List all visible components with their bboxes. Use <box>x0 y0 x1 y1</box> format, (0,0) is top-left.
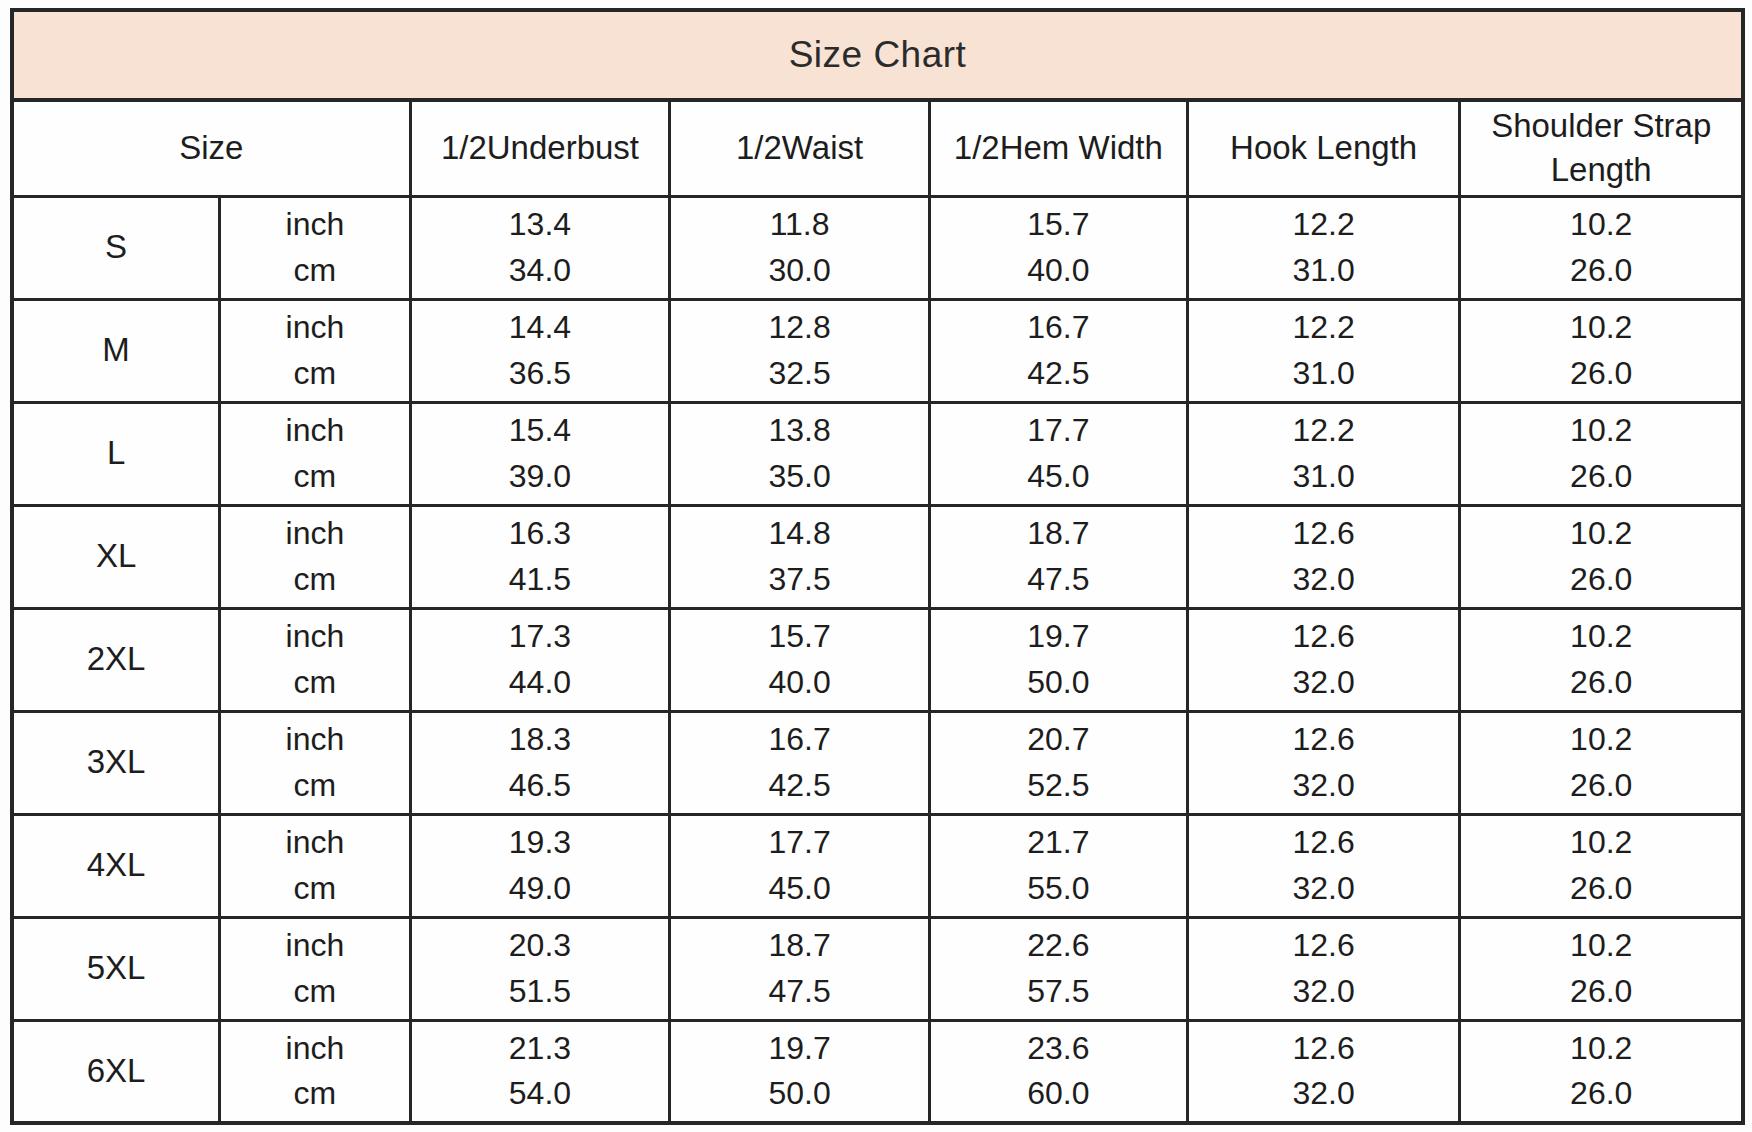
unit-labels: inchcm <box>220 608 410 711</box>
shoulder-strap-values: 10.226.0 <box>1460 711 1743 814</box>
underbust-values: 20.351.5 <box>410 917 670 1020</box>
waist-values: 14.837.5 <box>670 505 930 608</box>
column-header-hook-length: Hook Length <box>1187 100 1460 196</box>
column-header-hem-width: 1/2Hem Width <box>929 100 1187 196</box>
hem-width-values: 17.745.0 <box>929 402 1187 505</box>
underbust-values: 13.434.0 <box>410 196 670 299</box>
shoulder-strap-values: 10.226.0 <box>1460 917 1743 1020</box>
hem-width-values: 16.742.5 <box>929 299 1187 402</box>
shoulder-strap-values: 10.226.0 <box>1460 299 1743 402</box>
column-header-shoulder-strap: Shoulder Strap Length <box>1460 100 1743 196</box>
shoulder-strap-values: 10.226.0 <box>1460 814 1743 917</box>
hem-width-values: 19.750.0 <box>929 608 1187 711</box>
column-header-waist: 1/2Waist <box>670 100 930 196</box>
size-label: L <box>12 402 220 505</box>
table-row: 5XL inchcm 20.351.5 18.747.5 22.657.5 12… <box>12 917 1743 1020</box>
hem-width-values: 23.660.0 <box>929 1020 1187 1123</box>
waist-values: 12.832.5 <box>670 299 930 402</box>
hem-width-values: 22.657.5 <box>929 917 1187 1020</box>
title-row: Size Chart <box>12 10 1743 100</box>
hook-length-values: 12.632.0 <box>1187 711 1460 814</box>
shoulder-strap-values: 10.226.0 <box>1460 402 1743 505</box>
size-label: 5XL <box>12 917 220 1020</box>
unit-labels: inchcm <box>220 917 410 1020</box>
table-row: S inchcm 13.434.0 11.830.0 15.740.0 12.2… <box>12 196 1743 299</box>
table-row: L inchcm 15.439.0 13.835.0 17.745.0 12.2… <box>12 402 1743 505</box>
unit-labels: inchcm <box>220 1020 410 1123</box>
unit-labels: inchcm <box>220 402 410 505</box>
hem-width-values: 15.740.0 <box>929 196 1187 299</box>
table-row: 2XL inchcm 17.344.0 15.740.0 19.750.0 12… <box>12 608 1743 711</box>
unit-labels: inchcm <box>220 711 410 814</box>
underbust-values: 21.354.0 <box>410 1020 670 1123</box>
hook-length-values: 12.632.0 <box>1187 505 1460 608</box>
column-header-size: Size <box>12 100 410 196</box>
underbust-values: 18.346.5 <box>410 711 670 814</box>
size-table-body: S inchcm 13.434.0 11.830.0 15.740.0 12.2… <box>12 196 1743 1123</box>
waist-values: 15.740.0 <box>670 608 930 711</box>
waist-values: 17.745.0 <box>670 814 930 917</box>
column-header-row: Size 1/2Underbust 1/2Waist 1/2Hem Width … <box>12 100 1743 196</box>
underbust-values: 19.349.0 <box>410 814 670 917</box>
table-row: 6XL inchcm 21.354.0 19.750.0 23.660.0 12… <box>12 1020 1743 1123</box>
underbust-values: 15.439.0 <box>410 402 670 505</box>
unit-labels: inchcm <box>220 505 410 608</box>
size-label: S <box>12 196 220 299</box>
underbust-values: 16.341.5 <box>410 505 670 608</box>
hook-length-values: 12.632.0 <box>1187 1020 1460 1123</box>
hook-length-values: 12.231.0 <box>1187 196 1460 299</box>
size-label: 4XL <box>12 814 220 917</box>
size-label: 3XL <box>12 711 220 814</box>
waist-values: 16.742.5 <box>670 711 930 814</box>
shoulder-strap-values: 10.226.0 <box>1460 505 1743 608</box>
hook-length-values: 12.632.0 <box>1187 608 1460 711</box>
size-label: 6XL <box>12 1020 220 1123</box>
waist-values: 11.830.0 <box>670 196 930 299</box>
shoulder-strap-values: 10.226.0 <box>1460 1020 1743 1123</box>
hook-length-values: 12.632.0 <box>1187 814 1460 917</box>
shoulder-strap-values: 10.226.0 <box>1460 608 1743 711</box>
waist-values: 18.747.5 <box>670 917 930 1020</box>
hook-length-values: 12.231.0 <box>1187 299 1460 402</box>
unit-labels: inchcm <box>220 196 410 299</box>
unit-labels: inchcm <box>220 814 410 917</box>
shoulder-strap-values: 10.226.0 <box>1460 196 1743 299</box>
chart-title: Size Chart <box>12 10 1743 100</box>
size-label: XL <box>12 505 220 608</box>
hook-length-values: 12.632.0 <box>1187 917 1460 1020</box>
underbust-values: 14.436.5 <box>410 299 670 402</box>
hook-length-values: 12.231.0 <box>1187 402 1460 505</box>
hem-width-values: 21.755.0 <box>929 814 1187 917</box>
size-chart-table: Size Chart Size 1/2Underbust 1/2Waist 1/… <box>10 8 1745 1125</box>
table-row: 4XL inchcm 19.349.0 17.745.0 21.755.0 12… <box>12 814 1743 917</box>
hem-width-values: 18.747.5 <box>929 505 1187 608</box>
hem-width-values: 20.752.5 <box>929 711 1187 814</box>
column-header-underbust: 1/2Underbust <box>410 100 670 196</box>
table-row: M inchcm 14.436.5 12.832.5 16.742.5 12.2… <box>12 299 1743 402</box>
size-label: 2XL <box>12 608 220 711</box>
underbust-values: 17.344.0 <box>410 608 670 711</box>
waist-values: 19.750.0 <box>670 1020 930 1123</box>
table-row: 3XL inchcm 18.346.5 16.742.5 20.752.5 12… <box>12 711 1743 814</box>
waist-values: 13.835.0 <box>670 402 930 505</box>
size-label: M <box>12 299 220 402</box>
table-row: XL inchcm 16.341.5 14.837.5 18.747.5 12.… <box>12 505 1743 608</box>
unit-labels: inchcm <box>220 299 410 402</box>
